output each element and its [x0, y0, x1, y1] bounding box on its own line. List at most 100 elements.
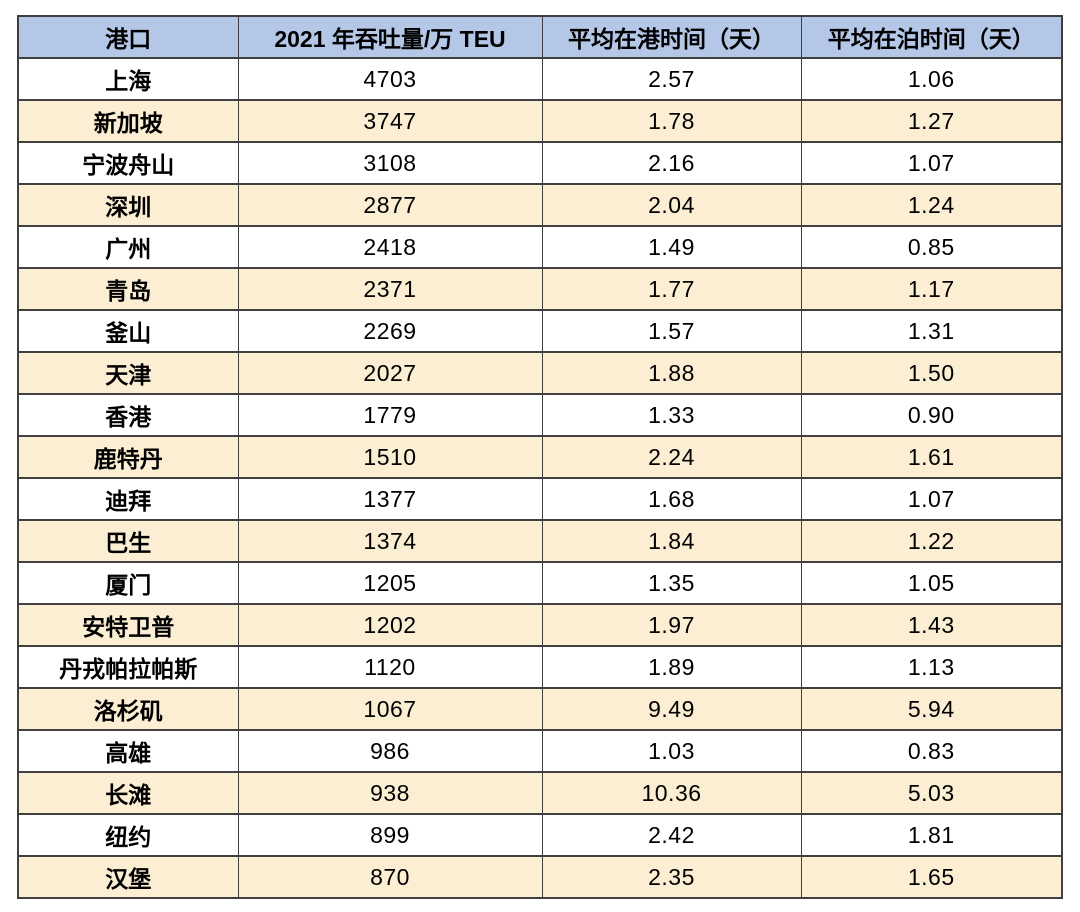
table-row: 上海 4703 2.57 1.06 [17, 57, 1063, 101]
port-name-cell: 宁波舟山 [17, 141, 239, 185]
avg-berth-time-cell: 1.22 [800, 519, 1063, 563]
throughput-cell: 1377 [237, 477, 543, 521]
header-row: 港口 2021 年吞吐量/万 TEU 平均在港时间（天） 平均在泊时间（天） [17, 15, 1063, 59]
table-row: 高雄 986 1.03 0.83 [17, 729, 1063, 773]
port-statistics-table: 港口 2021 年吞吐量/万 TEU 平均在港时间（天） 平均在泊时间（天） 上… [17, 15, 1063, 899]
port-name-cell: 深圳 [17, 183, 239, 227]
avg-berth-time-cell: 1.24 [800, 183, 1063, 227]
port-name-cell: 新加坡 [17, 99, 239, 143]
table-row: 香港 1779 1.33 0.90 [17, 393, 1063, 437]
avg-port-time-cell: 1.57 [541, 309, 802, 353]
avg-port-time-cell: 1.49 [541, 225, 802, 269]
throughput-cell: 3108 [237, 141, 543, 185]
avg-port-time-cell: 1.77 [541, 267, 802, 311]
column-header-throughput: 2021 年吞吐量/万 TEU [237, 15, 543, 59]
avg-berth-time-cell: 5.94 [800, 687, 1063, 731]
port-name-cell: 天津 [17, 351, 239, 395]
table-row: 釜山 2269 1.57 1.31 [17, 309, 1063, 353]
throughput-cell: 986 [237, 729, 543, 773]
throughput-cell: 938 [237, 771, 543, 815]
avg-port-time-cell: 2.35 [541, 855, 802, 899]
table-header: 港口 2021 年吞吐量/万 TEU 平均在港时间（天） 平均在泊时间（天） [17, 15, 1063, 59]
avg-berth-time-cell: 5.03 [800, 771, 1063, 815]
avg-berth-time-cell: 0.90 [800, 393, 1063, 437]
avg-berth-time-cell: 1.31 [800, 309, 1063, 353]
avg-port-time-cell: 2.04 [541, 183, 802, 227]
avg-berth-time-cell: 1.13 [800, 645, 1063, 689]
throughput-cell: 2371 [237, 267, 543, 311]
port-name-cell: 高雄 [17, 729, 239, 773]
throughput-cell: 1779 [237, 393, 543, 437]
avg-berth-time-cell: 1.50 [800, 351, 1063, 395]
table-row: 新加坡 3747 1.78 1.27 [17, 99, 1063, 143]
table-row: 天津 2027 1.88 1.50 [17, 351, 1063, 395]
throughput-cell: 1205 [237, 561, 543, 605]
table-row: 纽约 899 2.42 1.81 [17, 813, 1063, 857]
table-row: 巴生 1374 1.84 1.22 [17, 519, 1063, 563]
avg-port-time-cell: 2.24 [541, 435, 802, 479]
avg-berth-time-cell: 1.27 [800, 99, 1063, 143]
avg-port-time-cell: 9.49 [541, 687, 802, 731]
table-row: 深圳 2877 2.04 1.24 [17, 183, 1063, 227]
avg-port-time-cell: 1.84 [541, 519, 802, 563]
avg-port-time-cell: 1.89 [541, 645, 802, 689]
avg-port-time-cell: 10.36 [541, 771, 802, 815]
table-row: 丹戎帕拉帕斯 1120 1.89 1.13 [17, 645, 1063, 689]
throughput-cell: 2877 [237, 183, 543, 227]
avg-berth-time-cell: 1.17 [800, 267, 1063, 311]
throughput-cell: 1120 [237, 645, 543, 689]
avg-berth-time-cell: 1.07 [800, 141, 1063, 185]
port-name-cell: 迪拜 [17, 477, 239, 521]
avg-port-time-cell: 1.68 [541, 477, 802, 521]
port-name-cell: 鹿特丹 [17, 435, 239, 479]
avg-berth-time-cell: 1.61 [800, 435, 1063, 479]
avg-port-time-cell: 1.88 [541, 351, 802, 395]
avg-port-time-cell: 2.16 [541, 141, 802, 185]
avg-berth-time-cell: 0.85 [800, 225, 1063, 269]
throughput-cell: 3747 [237, 99, 543, 143]
avg-berth-time-cell: 1.65 [800, 855, 1063, 899]
throughput-cell: 4703 [237, 57, 543, 101]
port-name-cell: 洛杉矶 [17, 687, 239, 731]
avg-port-time-cell: 2.42 [541, 813, 802, 857]
table-row: 青岛 2371 1.77 1.17 [17, 267, 1063, 311]
port-name-cell: 釜山 [17, 309, 239, 353]
port-name-cell: 厦门 [17, 561, 239, 605]
throughput-cell: 870 [237, 855, 543, 899]
avg-berth-time-cell: 1.07 [800, 477, 1063, 521]
avg-port-time-cell: 1.97 [541, 603, 802, 647]
throughput-cell: 899 [237, 813, 543, 857]
throughput-cell: 1374 [237, 519, 543, 563]
avg-port-time-cell: 1.78 [541, 99, 802, 143]
avg-port-time-cell: 1.33 [541, 393, 802, 437]
table-row: 洛杉矶 1067 9.49 5.94 [17, 687, 1063, 731]
avg-berth-time-cell: 1.43 [800, 603, 1063, 647]
throughput-cell: 1067 [237, 687, 543, 731]
table-row: 汉堡 870 2.35 1.65 [17, 855, 1063, 899]
port-name-cell: 香港 [17, 393, 239, 437]
table-row: 宁波舟山 3108 2.16 1.07 [17, 141, 1063, 185]
port-name-cell: 上海 [17, 57, 239, 101]
table-body: 上海 4703 2.57 1.06 新加坡 3747 1.78 1.27 宁波舟… [17, 57, 1063, 899]
table-row: 广州 2418 1.49 0.85 [17, 225, 1063, 269]
table-row: 安特卫普 1202 1.97 1.43 [17, 603, 1063, 647]
port-name-cell: 巴生 [17, 519, 239, 563]
avg-berth-time-cell: 1.06 [800, 57, 1063, 101]
avg-berth-time-cell: 0.83 [800, 729, 1063, 773]
table-row: 鹿特丹 1510 2.24 1.61 [17, 435, 1063, 479]
avg-port-time-cell: 2.57 [541, 57, 802, 101]
table-row: 长滩 938 10.36 5.03 [17, 771, 1063, 815]
port-name-cell: 汉堡 [17, 855, 239, 899]
table-row: 迪拜 1377 1.68 1.07 [17, 477, 1063, 521]
port-name-cell: 纽约 [17, 813, 239, 857]
throughput-cell: 1510 [237, 435, 543, 479]
column-header-port: 港口 [17, 15, 239, 59]
port-name-cell: 安特卫普 [17, 603, 239, 647]
avg-port-time-cell: 1.03 [541, 729, 802, 773]
throughput-cell: 2269 [237, 309, 543, 353]
avg-berth-time-cell: 1.81 [800, 813, 1063, 857]
throughput-cell: 1202 [237, 603, 543, 647]
port-name-cell: 丹戎帕拉帕斯 [17, 645, 239, 689]
throughput-cell: 2418 [237, 225, 543, 269]
column-header-avg-port-time: 平均在港时间（天） [541, 15, 802, 59]
